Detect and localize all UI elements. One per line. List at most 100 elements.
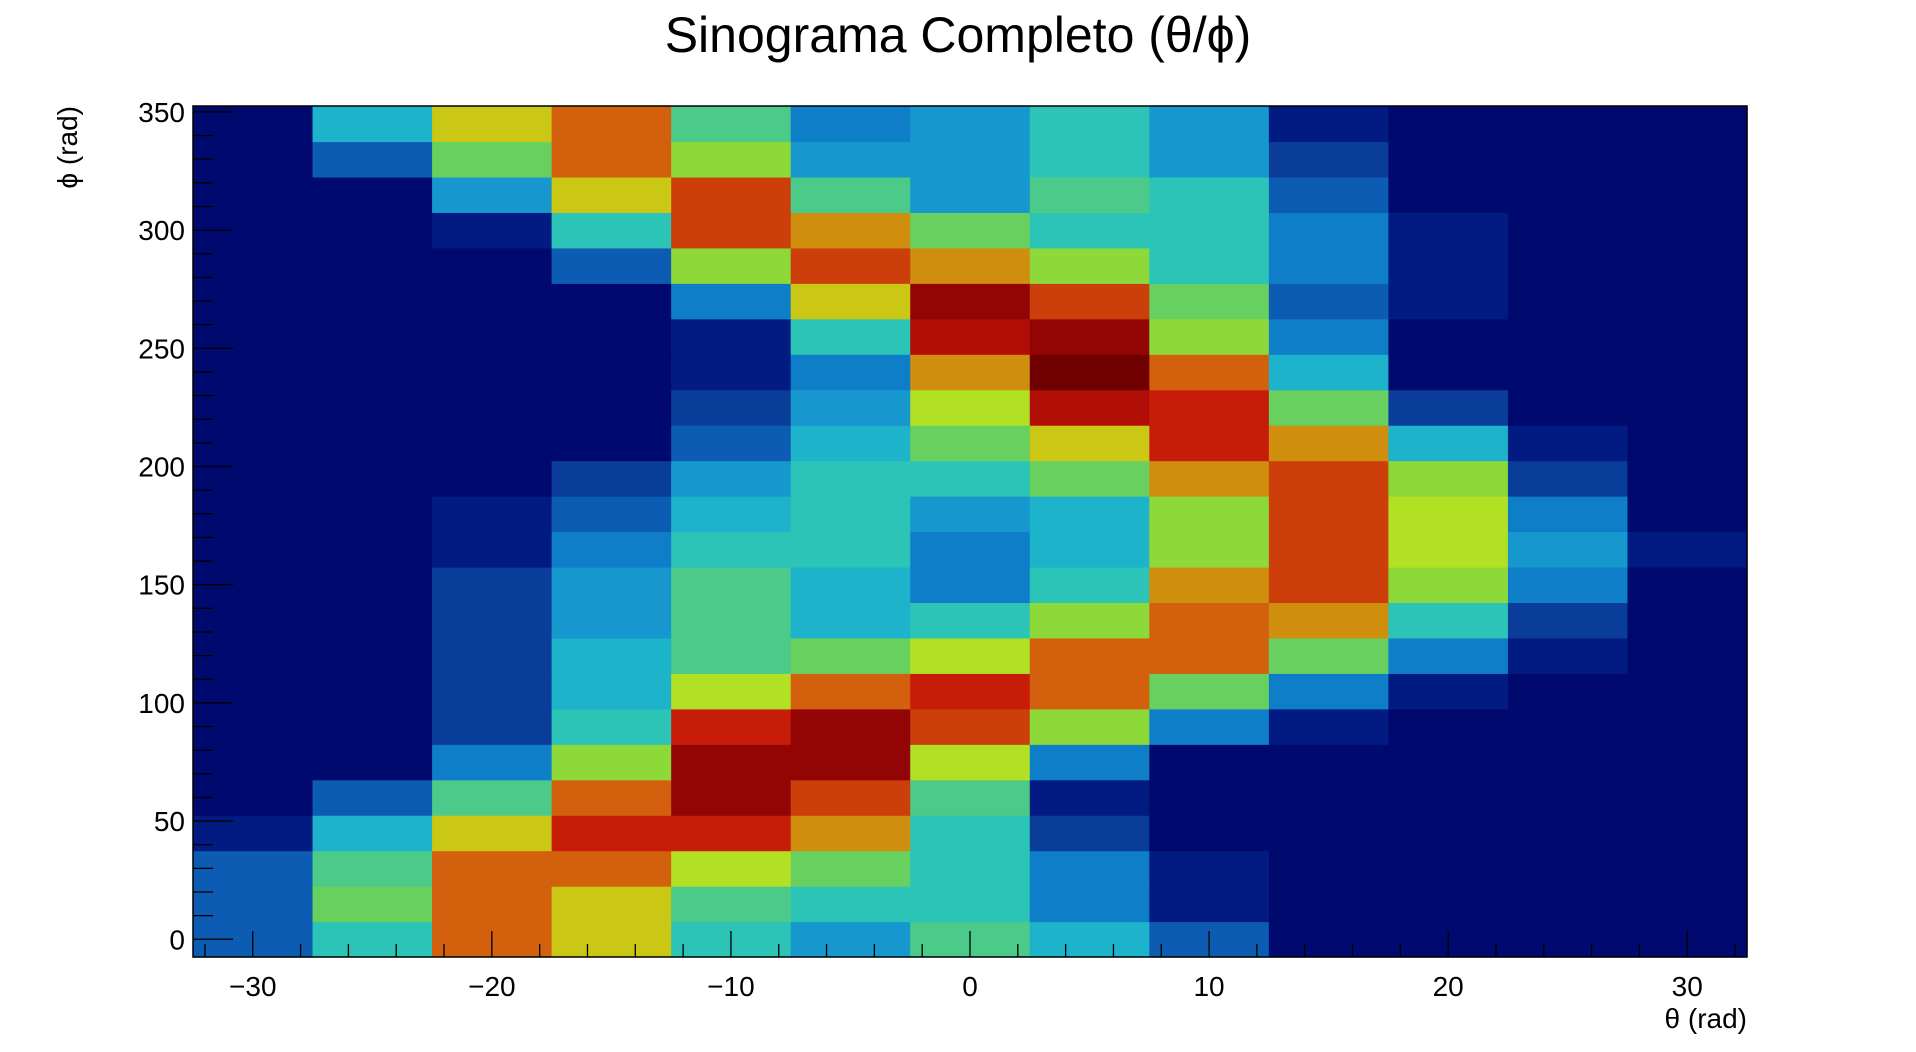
heatmap-cell [193, 850, 314, 887]
heatmap-cell [312, 602, 433, 639]
heatmap-cell [551, 779, 672, 816]
heatmap-cell [1029, 779, 1150, 816]
heatmap-cell [1029, 425, 1150, 462]
x-tick-label: −30 [229, 971, 277, 1002]
heatmap-cell [790, 566, 911, 604]
heatmap-cell [1507, 744, 1629, 781]
heatmap-cell [910, 850, 1031, 887]
heatmap-cell [1507, 566, 1629, 604]
heatmap-cell [790, 637, 911, 674]
heatmap-cell [1268, 602, 1389, 639]
heatmap-cell [1268, 283, 1389, 320]
heatmap-cell [910, 637, 1031, 674]
heatmap-cell [671, 141, 792, 178]
heatmap-cell [551, 106, 672, 143]
heatmap-cell [1627, 602, 1748, 639]
heatmap-cell [1149, 106, 1270, 143]
heatmap-cell [193, 531, 314, 568]
heatmap-cell [312, 460, 433, 497]
heatmap-cell [432, 531, 553, 568]
heatmap-cell [551, 212, 672, 249]
heatmap-cell [790, 744, 911, 781]
y-tick-label: 300 [138, 215, 185, 246]
heatmap-cell [1268, 673, 1389, 710]
heatmap-cell [1149, 815, 1270, 852]
heatmap-cell [1507, 141, 1629, 178]
heatmap-cell [910, 708, 1031, 745]
heatmap-cell [1627, 637, 1748, 674]
heatmap-cell [432, 566, 553, 604]
heatmap-cell [1268, 708, 1389, 745]
heatmap-cell [432, 708, 553, 745]
heatmap-cell [1507, 389, 1629, 426]
y-tick-label: 0 [169, 924, 185, 955]
heatmap-cell [1507, 602, 1629, 639]
x-tick-label: 20 [1433, 971, 1464, 1002]
heatmap-cell [671, 708, 792, 745]
heatmap-cell [910, 389, 1031, 426]
heatmap-cell [790, 389, 911, 426]
y-tick-label: 150 [138, 570, 185, 601]
heatmap-cell [790, 106, 911, 143]
y-axis-tick-labels: 0 50 100 150 200 250 300 350 [138, 97, 185, 955]
heatmap-cell [671, 602, 792, 639]
heatmap-cell [1029, 708, 1150, 745]
heatmap-cell [1627, 176, 1748, 213]
heatmap-cell [1029, 744, 1150, 781]
heatmap-cell [1627, 318, 1748, 355]
heatmap-cell [432, 673, 553, 710]
heatmap-cell [1388, 708, 1509, 745]
heatmap-cell [1268, 389, 1389, 426]
heatmap-cell [790, 460, 911, 497]
heatmap-cell [551, 531, 672, 568]
heatmap-cell [1627, 283, 1748, 320]
heatmap-cell [790, 673, 911, 710]
heatmap-cell [671, 247, 792, 284]
heatmap-cell [193, 141, 314, 178]
heatmap-cell [312, 673, 433, 710]
heatmap-cell [910, 318, 1031, 355]
heatmap-cell [551, 354, 672, 391]
heatmap-cell [910, 460, 1031, 497]
heatmap-cell [910, 141, 1031, 178]
heatmap-cell [551, 460, 672, 497]
heatmap-cell [1388, 531, 1509, 568]
heatmap-cell [910, 815, 1031, 852]
heatmap-cell [671, 496, 792, 533]
heatmap-cell [790, 815, 911, 852]
heatmap-cell [432, 602, 553, 639]
heatmap-cell [1268, 531, 1389, 568]
heatmap-cell [432, 460, 553, 497]
heatmap-cell [910, 354, 1031, 391]
heatmap-cell [551, 176, 672, 213]
heatmap-cell [312, 566, 433, 604]
heatmap-cell [1149, 744, 1270, 781]
heatmap-cell [1388, 176, 1509, 213]
heatmap-cell [432, 637, 553, 674]
heatmap-cell [1149, 425, 1270, 462]
heatmap-cell [312, 389, 433, 426]
heatmap-cell [551, 850, 672, 887]
heatmap-cell [1627, 886, 1748, 923]
heatmap-cell [1388, 602, 1509, 639]
heatmap-cell [1029, 531, 1150, 568]
heatmap-cell [1388, 141, 1509, 178]
heatmap-cell [1507, 815, 1629, 852]
heatmap-cell [551, 425, 672, 462]
x-axis-tick-labels: −30 −20 −10 0 10 20 30 [229, 971, 1703, 1002]
heatmap-cell [312, 141, 433, 178]
heatmap-cell [432, 496, 553, 533]
heatmap-cell [1149, 850, 1270, 887]
heatmap-cell [432, 389, 553, 426]
heatmap-cell [1388, 673, 1509, 710]
heatmap-cell [432, 744, 553, 781]
heatmap-cell [1029, 389, 1150, 426]
heatmap-cell [1507, 496, 1629, 533]
heatmap-cell [1388, 460, 1509, 497]
heatmap-cell [910, 283, 1031, 320]
heatmap-cell [551, 744, 672, 781]
heatmap-cell [312, 106, 433, 143]
x-tick-label: −10 [707, 971, 755, 1002]
heatmap-cell [1627, 354, 1748, 391]
heatmap-cell [1507, 921, 1629, 958]
